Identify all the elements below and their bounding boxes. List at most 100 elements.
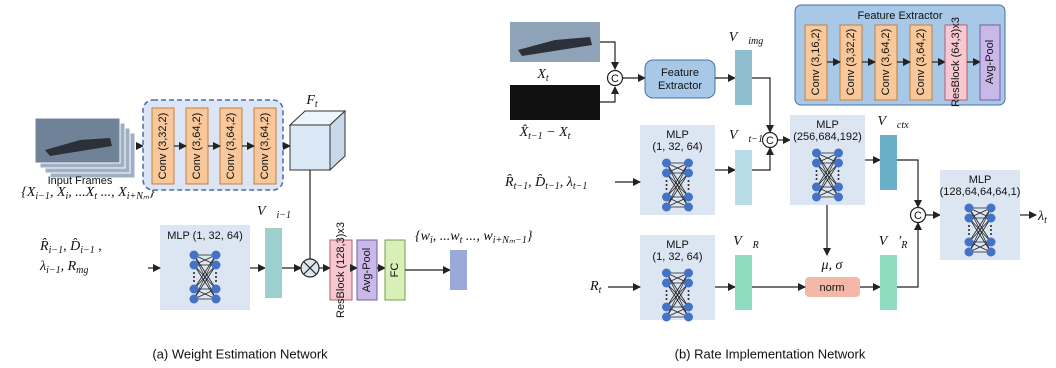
mlp-title: MLP (1, 32, 64) (167, 230, 243, 242)
conv-label: Conv (3,32,2) (845, 29, 857, 96)
text-part: X̂ (519, 124, 529, 140)
text-part: , λ (560, 175, 573, 190)
text-part: V⃗ (729, 128, 748, 143)
text-part: V⃗ (733, 234, 752, 249)
mlp-node (684, 313, 693, 322)
fe-panel-title: Feature Extractor (858, 10, 943, 22)
mlp-dot (968, 229, 970, 231)
mlp-dot (838, 174, 840, 176)
mlp-node (812, 183, 821, 192)
mlp-node (834, 183, 843, 192)
input-set: {Xi−1, Xi, ...Xt ..., Xi+Nₘ} (21, 185, 155, 202)
diagram: Input Frames{Xi−1, Xi, ...Xt ..., Xi+Nₘ}… (0, 0, 1056, 368)
subscript: t−1 (514, 181, 529, 192)
subscript: img (748, 36, 763, 47)
conv-label: Conv (3,64,2) (225, 113, 237, 180)
vector-bar (735, 150, 752, 205)
text-part: , R (61, 259, 77, 274)
mlp-node (212, 251, 221, 260)
mlp-inputs: R̂i−1, D̂i−1 , (39, 238, 102, 256)
resblock-label: ResBlock (64,3)x3 (950, 17, 962, 107)
fc-label: FC (389, 263, 401, 278)
mlp-dot (666, 294, 668, 296)
mlp-node (662, 279, 671, 288)
vector-label: V⃗img (729, 30, 763, 47)
mlp-node (684, 159, 693, 168)
mlp-dot (688, 298, 690, 300)
rt-label: Rt (589, 279, 602, 296)
text-part: {w (415, 229, 431, 244)
norm-label: norm (819, 282, 844, 294)
mlp-node (965, 214, 974, 223)
subscript: i+Nₘ (127, 191, 150, 202)
output-label: {wi, ...wt ..., wi+Nₘ−1} (415, 229, 533, 246)
vector-bar (735, 50, 752, 105)
mlp-node (190, 285, 199, 294)
mlp-node (212, 295, 221, 304)
mlp-node (812, 149, 821, 158)
subscript: t (568, 131, 571, 142)
mlp-title: MLP (666, 239, 689, 251)
text-part: , X (50, 185, 66, 200)
mlp-dot (666, 290, 668, 292)
subscript: t−1 (528, 131, 543, 142)
feature-label: Ft (305, 93, 318, 110)
vector-label: V⃗i−1 (257, 204, 291, 221)
xt-label: Xt (536, 67, 549, 84)
arrow (752, 148, 770, 170)
mlp-node (965, 248, 974, 257)
subscript: R (752, 240, 759, 251)
mlp-node (834, 159, 843, 168)
mlp-node (212, 285, 221, 294)
text-part: λ (1037, 209, 1044, 224)
mlp-title: (1, 32, 64) (652, 251, 702, 263)
vector-bar (880, 135, 897, 190)
conv-label: Conv (3,64,2) (191, 113, 203, 180)
mlp-node (965, 204, 974, 213)
text-part: X (536, 67, 546, 82)
text-part: } (527, 229, 533, 244)
mlp-dot (215, 272, 217, 274)
mlp-dot (666, 184, 668, 186)
subscript: t (546, 73, 549, 84)
mlp-node (684, 269, 693, 278)
mlp-dot (215, 280, 217, 282)
output-bar (450, 250, 467, 290)
text-part: R̂ (504, 174, 514, 190)
mlp-title: MLP (969, 174, 992, 186)
mlp-title: (1, 32, 64) (652, 141, 702, 153)
resblock-label: ResBlock (128,3)x3 (335, 222, 347, 318)
mlp-node (662, 203, 671, 212)
mlp-node (684, 303, 693, 312)
conv-label: Conv (3,64,2) (259, 113, 271, 180)
arrow (897, 160, 918, 207)
output-label: λt (1037, 209, 1047, 226)
mlp-dot (968, 225, 970, 227)
subscript: i−1 (49, 245, 64, 256)
subscript: t (315, 99, 318, 110)
vector-label: V⃗R (733, 234, 759, 251)
text-part: , D̂ (63, 238, 80, 254)
text-part: R̂ (39, 238, 49, 254)
text-part: ..., w (462, 229, 493, 244)
mlp-dot (688, 290, 690, 292)
mlp-dot (215, 276, 217, 278)
mlp-dot (990, 233, 992, 235)
mlp-node (987, 204, 996, 213)
concat-label: C (766, 135, 774, 147)
mlp-node (684, 169, 693, 178)
concat-label: C (914, 210, 922, 222)
subscript: i+Nₘ−1 (493, 235, 527, 246)
concat-label: C (611, 73, 619, 85)
mlp-node (965, 238, 974, 247)
subscript: i−1 (276, 210, 291, 221)
mlp-node (662, 313, 671, 322)
vector-label: V⃗ctx (877, 114, 909, 131)
mlp-node (987, 238, 996, 247)
mlp-dot (193, 280, 195, 282)
subscript: t−1 (545, 181, 560, 192)
mlp-dot (666, 188, 668, 190)
subscript: t (1044, 215, 1047, 226)
text-part: V⃗ (877, 114, 896, 129)
mlp-node (834, 193, 843, 202)
